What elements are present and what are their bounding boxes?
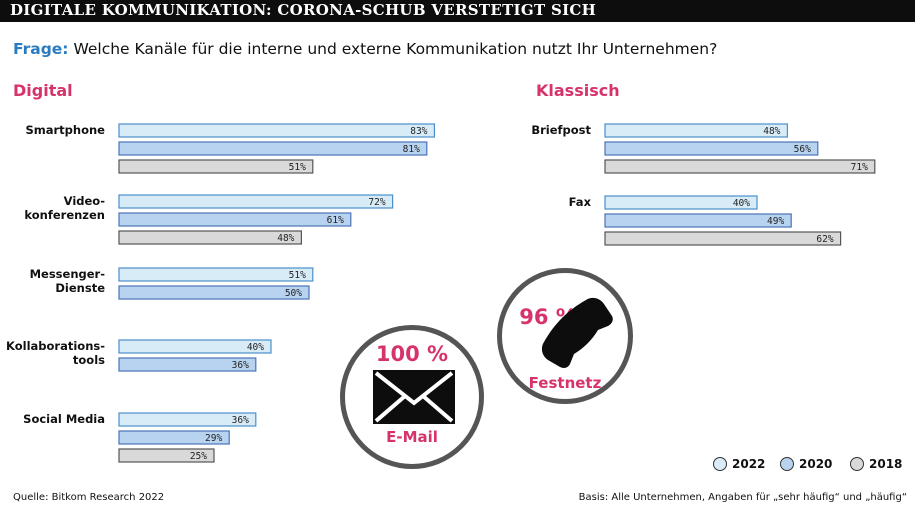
bar-value-label: 29% [205, 433, 222, 444]
bar-value-label: 40% [733, 198, 750, 209]
bar-2018 [118, 159, 314, 174]
category-label: Fax [569, 195, 592, 209]
legend-swatch-2020 [780, 457, 794, 471]
bar-2022 [118, 194, 394, 209]
bar-value-label: 61% [327, 215, 344, 226]
bar-2018 [118, 230, 302, 245]
bar-2018 [604, 159, 876, 174]
bar-2020 [604, 213, 792, 228]
bar-2020 [118, 285, 310, 300]
legend-swatch-2022 [713, 457, 727, 471]
bar-2022 [118, 412, 257, 427]
title-bar: DIGITALE KOMMUNIKATION: CORONA-SCHUB VER… [0, 0, 915, 22]
bar-2020 [118, 357, 257, 372]
bar-value-label: 36% [232, 415, 249, 426]
category-label: Briefpost [531, 123, 591, 137]
bar-value-label: 83% [410, 126, 427, 137]
bar-2022 [118, 267, 314, 282]
bar-2022 [118, 339, 272, 354]
bar-value-label: 36% [232, 360, 249, 371]
legend-label-2018: 2018 [869, 457, 903, 471]
legend-label-2020: 2020 [799, 457, 833, 471]
bar-value-label: 48% [763, 126, 780, 137]
question-text: Welche Kanäle für die interne und extern… [73, 40, 718, 58]
bar-value-label: 48% [277, 233, 294, 244]
bar-value-label: 62% [816, 234, 833, 245]
category-label: Messenger-Dienste [30, 267, 106, 295]
phone-badge-label: Festnetz [528, 374, 602, 392]
bar-value-label: 72% [368, 197, 385, 208]
bar-2022 [118, 123, 435, 138]
bar-2020 [118, 212, 352, 227]
bar-2018 [604, 231, 842, 246]
question: Frage: Welche Kanäle für die interne und… [13, 40, 717, 58]
page-title: DIGITALE KOMMUNIKATION: CORONA-SCHUB VER… [10, 1, 597, 19]
email-badge-value: 100 % [375, 342, 449, 366]
bar-2018 [118, 448, 215, 463]
bar-value-label: 40% [247, 342, 264, 353]
bar-value-label: 71% [851, 162, 868, 173]
bar-value-label: 51% [289, 162, 306, 173]
bar-value-label: 81% [403, 144, 420, 155]
section-classic-heading: Klassisch [536, 81, 620, 100]
category-label: Social Media [23, 412, 105, 426]
email-badge-label: E-Mail [386, 428, 438, 446]
phone-icon [541, 297, 613, 368]
legend-swatch-2018 [850, 457, 864, 471]
bar-2022 [604, 123, 788, 138]
legend-item-2022: 2022 [713, 457, 765, 471]
section-digital-heading: Digital [13, 81, 73, 100]
legend-item-2018: 2018 [850, 457, 902, 471]
bar-value-label: 25% [190, 451, 207, 462]
bar-value-label: 50% [285, 288, 302, 299]
bar-value-label: 56% [794, 144, 811, 155]
envelope-icon [373, 370, 455, 424]
bar-value-label: 49% [767, 216, 784, 227]
basis-note: Basis: Alle Unternehmen, Angaben für „se… [578, 492, 907, 503]
category-label: Kollaborations-tools [6, 339, 105, 367]
bar-2020 [118, 430, 230, 445]
legend-item-2020: 2020 [780, 457, 832, 471]
legend-label-2022: 2022 [732, 457, 766, 471]
category-label: Smartphone [25, 123, 105, 137]
source-note: Quelle: Bitkom Research 2022 [13, 492, 165, 503]
bar-2022 [604, 195, 758, 210]
bar-2020 [118, 141, 428, 156]
bar-2020 [604, 141, 819, 156]
question-prefix: Frage: [13, 40, 69, 58]
bar-value-label: 51% [289, 270, 306, 281]
category-label: Video-konferenzen [24, 194, 105, 222]
